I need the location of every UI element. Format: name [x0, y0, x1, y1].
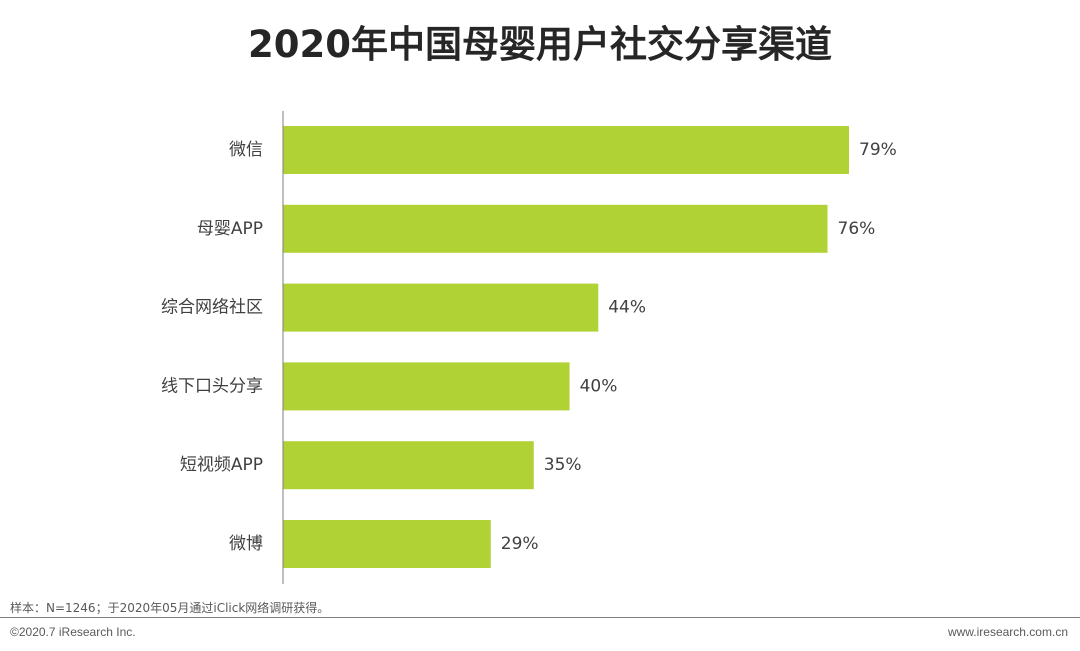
category-label: 微博 — [229, 534, 263, 554]
category-label: 线下口头分享 — [161, 376, 263, 396]
bar — [283, 126, 849, 174]
value-label: 29% — [501, 534, 539, 554]
category-label: 短视频APP — [180, 455, 263, 475]
bar — [283, 441, 534, 490]
bar — [283, 520, 491, 568]
category-label: 母婴APP — [197, 219, 263, 239]
category-label: 综合网络社区 — [161, 298, 263, 318]
value-label: 79% — [859, 140, 897, 160]
chart-title: 2020年中国母婴用户社交分享渠道 — [248, 23, 832, 66]
copyright-text: ©2020.7 iResearch Inc. — [10, 625, 136, 639]
website-text: www.iresearch.com.cn — [947, 625, 1068, 639]
value-label: 35% — [544, 455, 582, 475]
value-label: 40% — [580, 376, 618, 396]
value-label: 76% — [838, 219, 876, 239]
bar — [283, 283, 599, 332]
bars-group — [283, 126, 849, 568]
sample-note: 样本：N=1246；于2020年05月通过iClick网络调研获得。 — [10, 601, 330, 615]
value-label: 44% — [608, 298, 646, 318]
bar — [283, 362, 570, 411]
footer-divider — [0, 617, 1080, 618]
category-label: 微信 — [229, 140, 263, 160]
bar — [283, 204, 828, 253]
value-labels-group: 79% 76% 44% 40% 35% 29% — [501, 140, 897, 554]
